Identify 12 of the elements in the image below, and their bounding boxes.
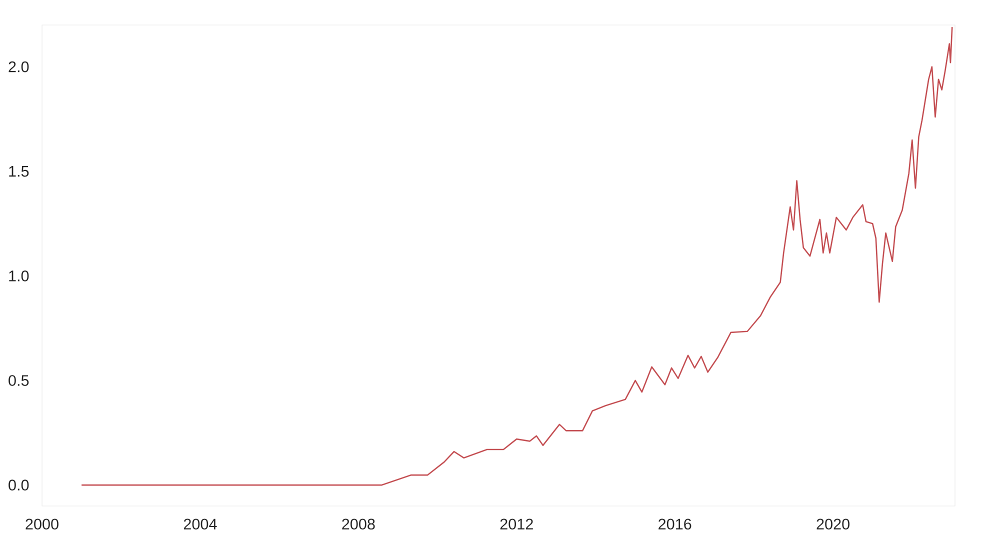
x-tick-label: 2004 [184,518,217,530]
x-tick-label: 2012 [500,518,533,530]
y-tick-label: 1.0 [9,270,29,282]
y-tick-label: 0.0 [8,480,29,490]
y-tick-label: 0.5 [8,375,29,386]
x-tick-label: 2008 [342,518,375,530]
x-tick-label: 2000 [26,518,58,530]
y-tick-label: 1.5 [9,166,29,177]
line-series [80,26,953,486]
y-tick-label: 2.0 [8,61,29,72]
x-tick-label: 2020 [816,518,850,530]
x-tick-label: 2016 [658,518,692,530]
